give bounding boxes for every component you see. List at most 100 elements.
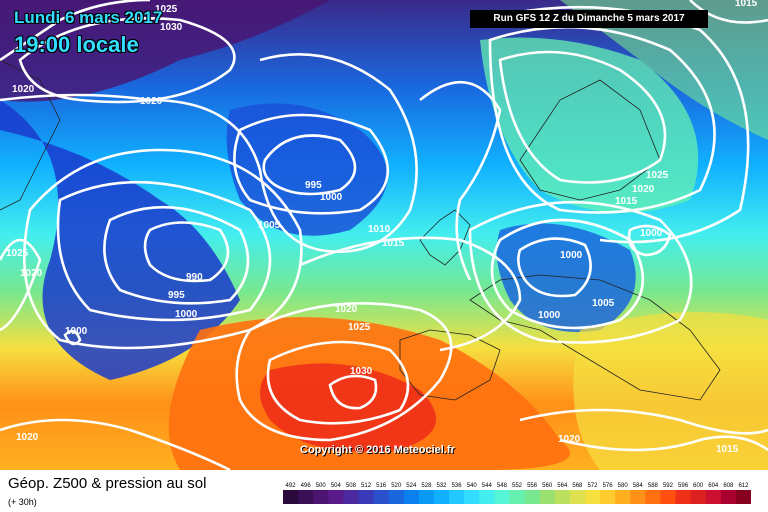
coastline-british-isles <box>419 209 471 266</box>
legend-tick-label: 568 <box>572 483 583 489</box>
legend-tick-label: 612 <box>738 483 749 489</box>
legend-tick-label: 532 <box>437 483 448 489</box>
legend-swatch <box>464 490 480 504</box>
legend-swatch <box>403 490 420 504</box>
green-zone-northeast <box>560 0 768 140</box>
legend-swatch <box>735 490 751 504</box>
legend-tick-label: 544 <box>482 483 493 489</box>
pressure-label: 1000 <box>320 192 343 203</box>
pressure-labels: 1025 1030 1015 1020 1020 995 1000 1005 1… <box>6 0 758 455</box>
legend-swatch <box>313 490 329 504</box>
legend-swatch <box>600 490 616 504</box>
legend-swatch <box>298 490 314 504</box>
pressure-label: 1010 <box>368 224 391 235</box>
legend-tick-label: 540 <box>467 483 478 489</box>
lead-time: (+ 30h) <box>8 497 37 507</box>
pressure-label: 1015 <box>716 444 739 455</box>
legend-swatch <box>479 490 495 504</box>
legend-tick-label: 608 <box>723 483 734 489</box>
legend-swatch <box>660 490 677 504</box>
legend-swatch <box>283 490 299 504</box>
legend-swatch <box>524 490 541 504</box>
legend-swatch <box>554 490 571 504</box>
legend-tick-label: 604 <box>708 483 719 489</box>
pressure-label: 995 <box>168 290 185 301</box>
copyright-text: Copyright © 2016 Meteociel.fr <box>300 444 455 456</box>
pressure-label: 1025 <box>6 248 29 259</box>
legend-swatch <box>675 490 692 504</box>
legend-tick-label: 500 <box>316 483 327 489</box>
legend-tick-label: 552 <box>512 483 523 489</box>
pressure-label: 1000 <box>640 228 663 239</box>
pressure-label: 1025 <box>155 4 178 15</box>
legend-tick-label: 600 <box>693 483 704 489</box>
forecast-local-time: 19:00 locale <box>14 32 139 57</box>
legend-swatch <box>373 490 390 504</box>
pressure-label: 1020 <box>140 96 163 107</box>
legend-swatch <box>343 490 359 504</box>
pressure-label: 1025 <box>646 170 669 181</box>
legend-tick-label: 496 <box>301 483 312 489</box>
legend-swatch <box>388 490 405 504</box>
pressure-label: 1015 <box>382 238 405 249</box>
legend-swatch <box>509 490 526 504</box>
legend-swatch <box>449 490 465 504</box>
legend-tick-label: 588 <box>648 483 659 489</box>
pressure-label: 1030 <box>350 366 373 377</box>
legend-swatch <box>630 490 646 504</box>
geopotential-map: 1025 1030 1015 1020 1020 995 1000 1005 1… <box>0 0 768 470</box>
legend-tick-label: 508 <box>346 483 357 489</box>
legend-tick-label: 524 <box>406 483 417 489</box>
pressure-label: 1005 <box>258 220 281 231</box>
legend-tick-label: 572 <box>587 483 598 489</box>
legend-swatch <box>569 490 586 504</box>
legend-swatch <box>433 490 450 504</box>
legend-swatch <box>645 490 661 504</box>
model-run-info: Run GFS 12 Z du Dimanche 5 mars 2017 <box>470 10 708 28</box>
cutoff-low-central-europe <box>496 223 636 332</box>
trough-atlantic <box>0 100 240 380</box>
color-scale-legend: 492 496 500 504 508 512 516 520 524 528 532 536 540 5… <box>283 483 751 504</box>
pressure-label: 1005 <box>592 298 615 309</box>
pressure-label: 1020 <box>12 84 35 95</box>
legend-swatch <box>494 490 510 504</box>
pressure-label: 1015 <box>735 0 758 9</box>
legend-tick-label: 492 <box>286 483 297 489</box>
legend-tick-label: 592 <box>663 483 674 489</box>
legend-tick-label: 520 <box>391 483 402 489</box>
coastline-europe <box>469 274 721 401</box>
pressure-label: 1020 <box>632 184 655 195</box>
forecast-date: Lundi 6 mars 2017 <box>14 8 163 27</box>
legend-tick-label: 560 <box>542 483 553 489</box>
pressure-label: 1025 <box>348 322 371 333</box>
pressure-label: 990 <box>186 272 203 283</box>
legend-tick-label: 548 <box>497 483 508 489</box>
pressure-label: 1000 <box>560 250 583 261</box>
pressure-label: 1020 <box>20 268 43 279</box>
coastline-greenland <box>0 59 61 211</box>
pressure-label: 1000 <box>65 326 88 337</box>
isobars <box>0 0 768 470</box>
legend-swatch <box>615 490 631 504</box>
legend-swatch <box>539 490 556 504</box>
pressure-label: 1000 <box>175 309 198 320</box>
legend-tick-label: 556 <box>527 483 538 489</box>
legend-swatch <box>720 490 737 504</box>
legend-tick-label: 536 <box>452 483 463 489</box>
product-title: Géop. Z500 & pression au sol <box>8 475 207 492</box>
legend-tick-label: 584 <box>633 483 644 489</box>
pressure-label: 1030 <box>160 22 183 33</box>
legend-tick-label: 564 <box>557 483 568 489</box>
map-footer: Géop. Z500 & pression au sol (+ 30h) 492… <box>0 470 768 512</box>
legend-tick-label: 528 <box>421 483 432 489</box>
pressure-label: 1000 <box>538 310 561 321</box>
legend-swatch <box>690 490 707 504</box>
pressure-label: 1020 <box>16 432 39 443</box>
legend-tick-label: 516 <box>376 483 387 489</box>
pressure-label: 1020 <box>335 304 358 315</box>
legend-swatch <box>328 490 344 504</box>
pressure-label: 1020 <box>558 434 581 445</box>
legend-tick-label: 580 <box>618 483 629 489</box>
pressure-label: 1015 <box>615 196 638 207</box>
